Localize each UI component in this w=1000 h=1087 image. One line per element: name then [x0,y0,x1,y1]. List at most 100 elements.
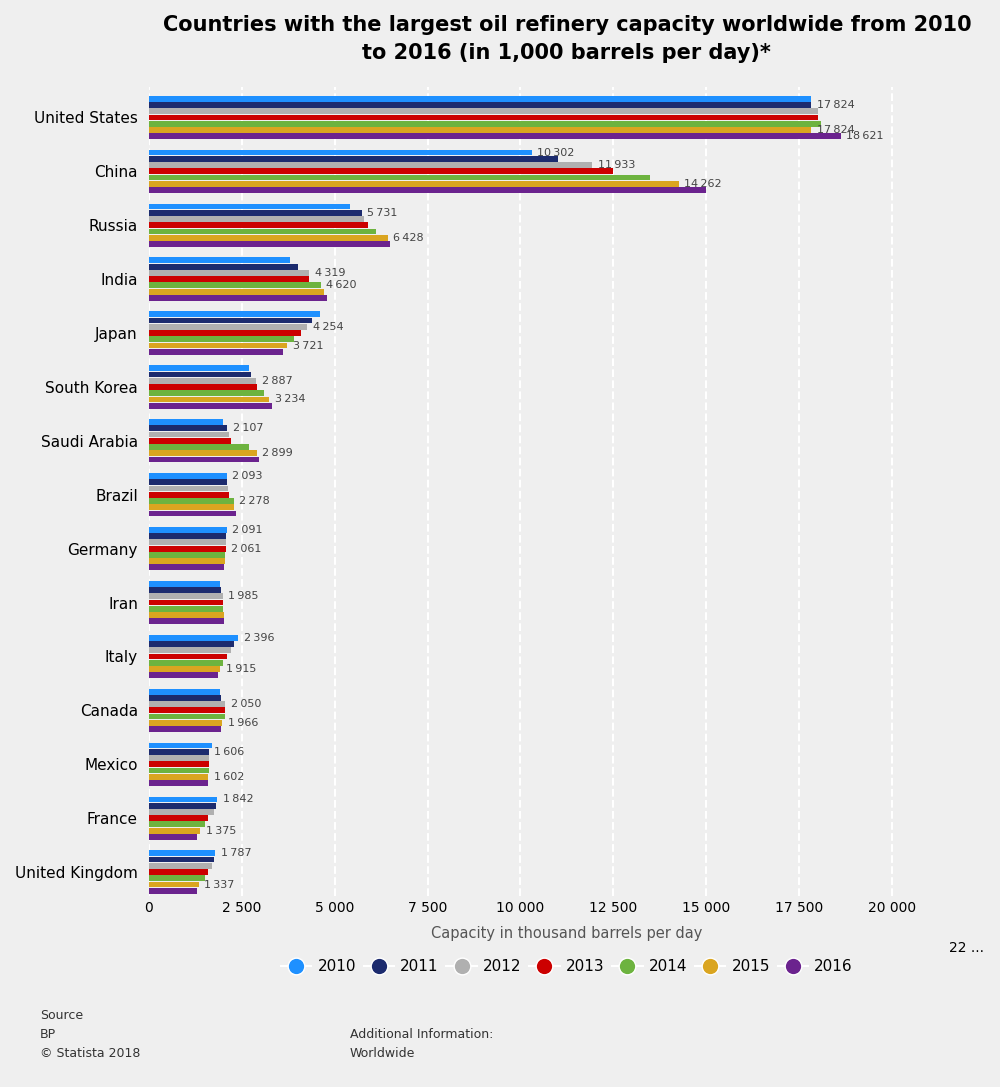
Bar [149,457,259,462]
Bar [149,695,221,701]
Title: Countries with the largest oil refinery capacity worldwide from 2010
to 2016 (in: Countries with the largest oil refinery … [163,15,971,63]
Bar [149,527,227,533]
Bar [149,438,231,443]
Text: 4 319: 4 319 [315,267,345,278]
Bar [149,390,264,396]
Bar [149,653,227,660]
Bar [149,594,223,599]
Bar [149,780,208,786]
Bar [149,815,208,821]
Bar [149,127,811,133]
Bar [149,504,234,510]
Bar [149,175,650,180]
Text: 1 966: 1 966 [228,717,258,728]
Bar [149,397,269,402]
Text: 14 262: 14 262 [684,178,722,189]
Bar [149,539,226,546]
Bar [149,180,679,187]
Bar [149,384,257,390]
Text: 5 731: 5 731 [367,208,398,217]
Bar [149,587,221,592]
Bar [149,863,212,869]
Text: 2 093: 2 093 [232,471,263,482]
Text: 2 887: 2 887 [262,376,293,386]
Text: 17 824: 17 824 [817,125,854,135]
Bar [149,767,209,773]
Text: 22 ...: 22 ... [949,941,984,955]
Bar [149,311,320,317]
Bar [149,714,225,720]
Bar [149,289,324,295]
Text: 2 396: 2 396 [244,633,274,642]
Bar [149,774,208,779]
Bar [149,216,364,222]
Bar [149,809,214,815]
Bar [149,559,225,564]
Bar [149,511,236,516]
Bar [149,432,229,437]
Text: 18 621: 18 621 [846,132,884,141]
Bar [149,726,221,732]
Legend: 2010, 2011, 2012, 2013, 2014, 2015, 2016: 2010, 2011, 2012, 2013, 2014, 2015, 2016 [273,951,861,982]
Bar [149,546,226,551]
Bar [149,580,220,587]
Bar [149,875,205,882]
Bar [149,162,592,168]
Text: 11 933: 11 933 [598,160,635,170]
Bar [149,797,217,802]
Bar [149,834,197,840]
Text: 2 050: 2 050 [231,699,261,709]
Text: Source
BP
© Statista 2018: Source BP © Statista 2018 [40,1009,140,1060]
Bar [149,827,200,834]
Bar [149,619,224,624]
Bar [149,150,532,155]
Bar [149,258,290,263]
Bar [149,342,287,349]
Text: 1 915: 1 915 [226,664,256,674]
Bar [149,605,223,612]
Bar [149,155,558,162]
Bar [149,445,249,450]
Text: 2 107: 2 107 [233,423,263,434]
Bar [149,295,327,301]
Bar [149,264,298,270]
Text: 1 602: 1 602 [214,772,244,782]
Bar [149,822,205,827]
Bar [149,612,224,617]
Bar [149,708,225,713]
Bar [149,761,209,767]
Bar [149,210,362,215]
Text: 1 985: 1 985 [228,591,259,601]
Text: 2 091: 2 091 [232,525,263,535]
Bar [149,888,197,894]
Text: 1 606: 1 606 [214,747,244,757]
Text: 3 234: 3 234 [275,395,305,404]
Text: 2 899: 2 899 [262,448,293,459]
Text: 10 302: 10 302 [537,148,575,158]
Bar [149,187,706,193]
Bar [149,223,368,228]
Bar [149,850,215,857]
Bar [149,870,208,875]
Text: 6 428: 6 428 [393,233,424,242]
Bar [149,96,811,101]
Bar [149,755,209,761]
Bar [149,720,222,726]
Bar [149,420,223,425]
X-axis label: Capacity in thousand barrels per day: Capacity in thousand barrels per day [431,926,703,941]
Bar [149,324,307,329]
Text: 1 375: 1 375 [206,826,236,836]
Bar [149,635,238,640]
Text: 1 787: 1 787 [221,848,252,859]
Text: 17 824: 17 824 [817,100,854,110]
Bar [149,564,224,571]
Bar [149,365,249,371]
Bar [149,114,818,121]
Bar [149,317,312,324]
Bar [149,336,294,342]
Bar [149,666,220,672]
Text: 1 337: 1 337 [204,879,235,889]
Bar [149,486,228,491]
Bar [149,276,309,282]
Text: Additional Information:
Worldwide: Additional Information: Worldwide [350,1028,493,1060]
